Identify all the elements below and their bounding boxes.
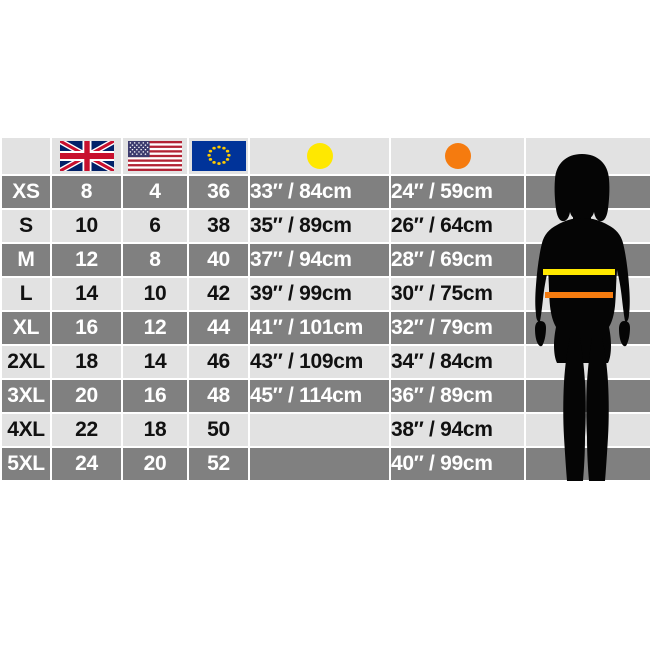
row-size-label: XS <box>2 176 50 208</box>
row-us-value: 14 <box>123 346 187 378</box>
row-eu-value: 48 <box>189 380 248 412</box>
bust-marker-wrap <box>250 143 389 169</box>
row-bust-value: 41″ / 101cm <box>250 312 389 344</box>
row-us-value: 12 <box>123 312 187 344</box>
row-bust-value <box>250 414 389 446</box>
row-bust-value: 37″ / 94cm <box>250 244 389 276</box>
row-size-label: 3XL <box>2 380 50 412</box>
table-row: XS 8 4 36 33″ / 84cm 24″ / 59cm <box>2 176 650 208</box>
row-waist-value: 36″ / 89cm <box>391 380 524 412</box>
size-conversion-table: XS 8 4 36 33″ / 84cm 24″ / 59cm S 10 6 3… <box>0 136 650 482</box>
row-waist-value: 28″ / 69cm <box>391 244 524 276</box>
row-eu-value: 36 <box>189 176 248 208</box>
row-eu-value: 38 <box>189 210 248 242</box>
table-row: 3XL 20 16 48 45″ / 114cm 36″ / 89cm <box>2 380 650 412</box>
table-header-row <box>2 138 650 174</box>
table-row: S 10 6 38 35″ / 89cm 26″ / 64cm <box>2 210 650 242</box>
row-waist-value: 24″ / 59cm <box>391 176 524 208</box>
row-figure-cell <box>526 448 650 480</box>
row-us-value: 20 <box>123 448 187 480</box>
row-eu-value: 52 <box>189 448 248 480</box>
row-us-value: 6 <box>123 210 187 242</box>
size-chart: XS 8 4 36 33″ / 84cm 24″ / 59cm S 10 6 3… <box>0 136 650 482</box>
row-waist-value: 32″ / 79cm <box>391 312 524 344</box>
row-bust-value: 35″ / 89cm <box>250 210 389 242</box>
table-row: 5XL 24 20 52 40″ / 99cm <box>2 448 650 480</box>
row-waist-value: 34″ / 84cm <box>391 346 524 378</box>
table-row: M 12 8 40 37″ / 94cm 28″ / 69cm <box>2 244 650 276</box>
row-eu-value: 40 <box>189 244 248 276</box>
row-figure-cell <box>526 244 650 276</box>
row-eu-value: 44 <box>189 312 248 344</box>
row-waist-value: 26″ / 64cm <box>391 210 524 242</box>
header-figure-cell <box>526 138 650 174</box>
row-waist-value: 40″ / 99cm <box>391 448 524 480</box>
row-figure-cell <box>526 346 650 378</box>
header-size-cell <box>2 138 50 174</box>
row-eu-value: 46 <box>189 346 248 378</box>
row-eu-value: 50 <box>189 414 248 446</box>
header-us-cell <box>123 138 187 174</box>
table-row: L 14 10 42 39″ / 99cm 30″ / 75cm <box>2 278 650 310</box>
row-uk-value: 24 <box>52 448 121 480</box>
yellow-dot-icon <box>306 143 333 169</box>
row-size-label: 5XL <box>2 448 50 480</box>
row-waist-value: 38″ / 94cm <box>391 414 524 446</box>
row-figure-cell <box>526 176 650 208</box>
row-figure-cell <box>526 380 650 412</box>
row-bust-value: 45″ / 114cm <box>250 380 389 412</box>
waist-marker-wrap <box>391 143 524 169</box>
row-bust-value: 33″ / 84cm <box>250 176 389 208</box>
row-figure-cell <box>526 210 650 242</box>
row-us-value: 16 <box>123 380 187 412</box>
row-uk-value: 14 <box>52 278 121 310</box>
row-size-label: XL <box>2 312 50 344</box>
row-us-value: 10 <box>123 278 187 310</box>
row-uk-value: 20 <box>52 380 121 412</box>
table-row: 2XL 18 14 46 43″ / 109cm 34″ / 84cm <box>2 346 650 378</box>
header-bust-cell <box>250 138 389 174</box>
us-flag-icon <box>128 141 182 171</box>
row-bust-value <box>250 448 389 480</box>
row-size-label: L <box>2 278 50 310</box>
row-uk-value: 8 <box>52 176 121 208</box>
row-size-label: S <box>2 210 50 242</box>
row-bust-value: 43″ / 109cm <box>250 346 389 378</box>
row-uk-value: 10 <box>52 210 121 242</box>
table-row: XL 16 12 44 41″ / 101cm 32″ / 79cm <box>2 312 650 344</box>
row-us-value: 18 <box>123 414 187 446</box>
header-uk-cell <box>52 138 121 174</box>
row-figure-cell <box>526 278 650 310</box>
orange-dot-icon <box>444 143 471 169</box>
row-waist-value: 30″ / 75cm <box>391 278 524 310</box>
row-bust-value: 39″ / 99cm <box>250 278 389 310</box>
row-uk-value: 16 <box>52 312 121 344</box>
row-size-label: 4XL <box>2 414 50 446</box>
header-eu-cell <box>189 138 248 174</box>
row-eu-value: 42 <box>189 278 248 310</box>
row-uk-value: 18 <box>52 346 121 378</box>
row-uk-value: 12 <box>52 244 121 276</box>
eu-flag-icon <box>191 141 246 171</box>
row-uk-value: 22 <box>52 414 121 446</box>
row-figure-cell <box>526 414 650 446</box>
table-row: 4XL 22 18 50 38″ / 94cm <box>2 414 650 446</box>
header-waist-cell <box>391 138 524 174</box>
row-us-value: 4 <box>123 176 187 208</box>
row-size-label: M <box>2 244 50 276</box>
row-figure-cell <box>526 312 650 344</box>
row-us-value: 8 <box>123 244 187 276</box>
uk-flag-icon <box>59 141 114 171</box>
row-size-label: 2XL <box>2 346 50 378</box>
